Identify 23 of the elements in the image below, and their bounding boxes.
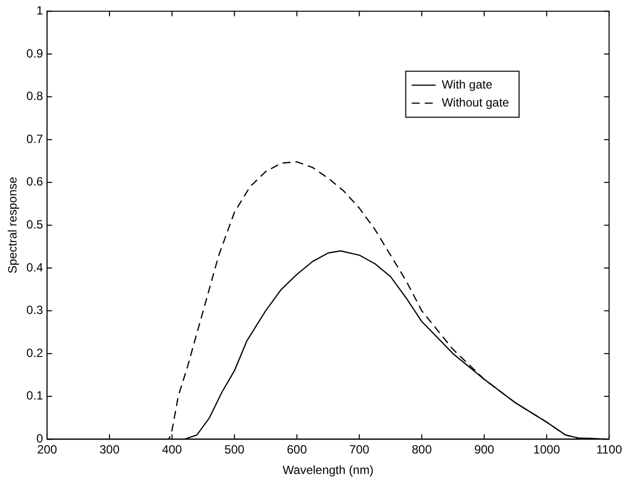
x-axis-title: Wavelength (nm)	[282, 463, 374, 478]
x-tick-label: 300	[100, 442, 120, 457]
x-tick-label: 800	[412, 442, 432, 457]
legend-label: With gate	[442, 78, 493, 92]
x-tick-label: 900	[474, 442, 495, 457]
x-tick-label: 1100	[596, 442, 622, 457]
x-tick-label: 700	[349, 442, 370, 457]
x-tick-label: 600	[286, 442, 308, 457]
y-tick-label: 0.3	[26, 303, 44, 318]
y-tick-label: 0.1	[26, 388, 44, 403]
y-tick-label: 0.8	[26, 89, 44, 104]
y-tick-label: 0.6	[26, 174, 44, 189]
x-tick-label: 400	[162, 442, 182, 457]
y-axis-title: Spectral response	[6, 176, 20, 274]
y-tick-label: 0.4	[26, 260, 44, 274]
y-tick-label: 0.7	[26, 132, 44, 146]
y-tick-label: 0.9	[26, 46, 44, 60]
legend-label: Without gate	[442, 96, 510, 110]
y-tick-label: 0.5	[26, 218, 44, 232]
y-tick-label: 0.2	[26, 346, 44, 360]
x-tick-label: 500	[224, 442, 245, 457]
y-tick-label: 1	[36, 4, 44, 18]
x-tick-label: 1000	[533, 442, 560, 457]
